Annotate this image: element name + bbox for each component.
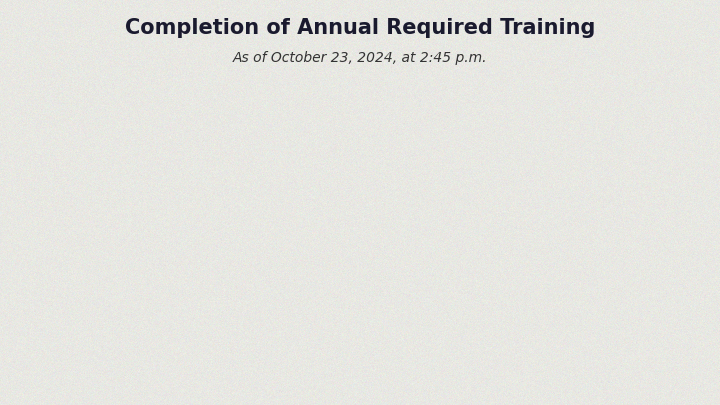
Wedge shape xyxy=(253,94,360,184)
Text: Completion of Annual Required Training: Completion of Annual Required Training xyxy=(125,18,595,38)
Text: 81%: 81% xyxy=(383,272,439,296)
Legend: Complete, Not Complete: Complete, Not Complete xyxy=(257,340,463,363)
Text: As of October 23, 2024, at 2:45 p.m.: As of October 23, 2024, at 2:45 p.m. xyxy=(233,51,487,65)
Text: 19%: 19% xyxy=(281,122,337,145)
Wedge shape xyxy=(245,94,475,324)
